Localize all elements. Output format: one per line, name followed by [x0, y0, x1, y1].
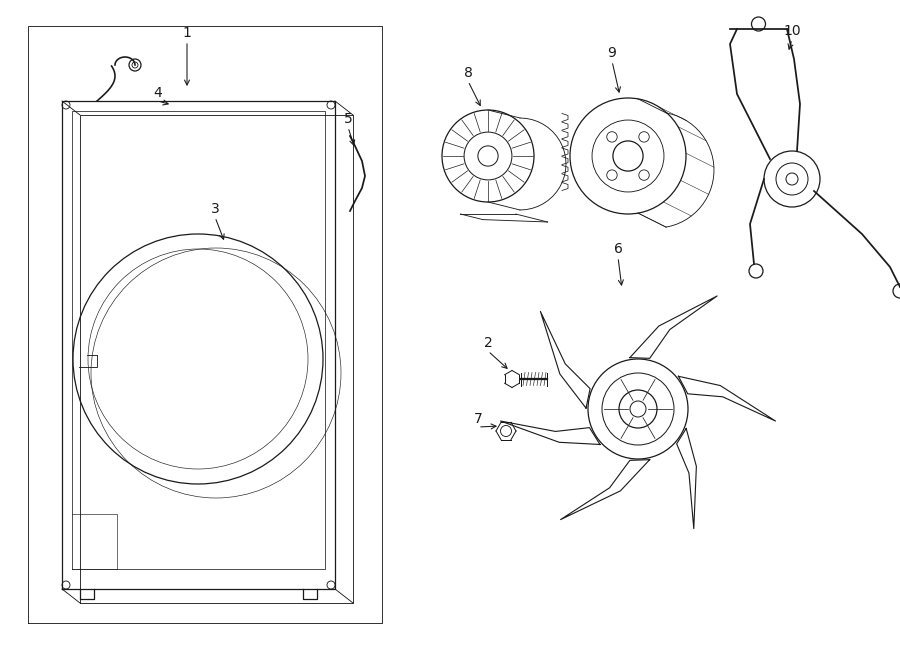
Text: 7: 7 — [473, 412, 482, 426]
Text: 3: 3 — [211, 202, 220, 216]
Text: 9: 9 — [608, 46, 616, 60]
Text: 6: 6 — [614, 242, 623, 256]
Text: 4: 4 — [154, 86, 162, 100]
Text: 8: 8 — [464, 66, 472, 80]
Text: 5: 5 — [344, 112, 353, 126]
Text: 1: 1 — [183, 26, 192, 40]
Text: 10: 10 — [783, 24, 801, 38]
Text: 2: 2 — [483, 336, 492, 350]
